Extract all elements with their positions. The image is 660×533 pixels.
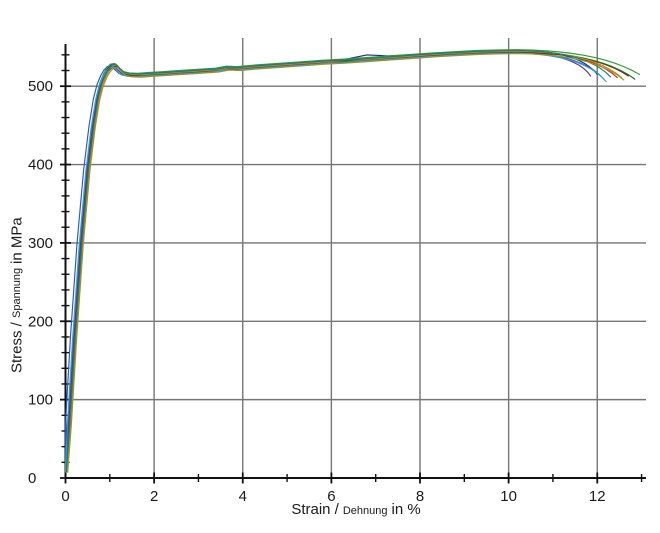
svg-text:4: 4	[239, 488, 247, 505]
svg-text:10: 10	[500, 488, 517, 505]
curve-specimen-02	[64, 51, 605, 472]
curve-specimen-09	[64, 52, 607, 473]
curve-specimen-10	[65, 49, 612, 470]
curve-specimen-05	[64, 49, 640, 470]
x-tick-labels: 0 2 4 6 8 10 12	[61, 488, 605, 505]
x-axis-label: Strain / Dehnung in %	[52, 501, 660, 518]
svg-text:200: 200	[28, 313, 53, 330]
grid	[65, 38, 646, 478]
svg-text:0: 0	[61, 488, 69, 505]
x-axis-label-main2: in %	[391, 501, 421, 518]
curve-specimen-03	[65, 50, 618, 471]
curves	[64, 49, 640, 474]
y-tick-labels: 0 100 200 300 400 500	[28, 78, 53, 487]
svg-text:500: 500	[28, 78, 53, 95]
y-axis-label-main1: Stress /	[8, 322, 26, 373]
curve-specimen-11	[67, 53, 625, 474]
curve-specimen-06	[65, 51, 636, 472]
svg-text:8: 8	[416, 488, 424, 505]
y-axis-label-main2: in MPa	[8, 217, 26, 264]
svg-text:6: 6	[327, 488, 335, 505]
svg-text:400: 400	[28, 157, 53, 174]
svg-text:100: 100	[28, 392, 53, 409]
svg-text:2: 2	[150, 488, 158, 505]
x-axis-label-main1: Strain /	[291, 501, 339, 518]
x-axis-label-small: Dehnung	[342, 505, 388, 517]
svg-text:300: 300	[28, 235, 53, 252]
svg-text:12: 12	[589, 488, 606, 505]
curve-specimen-04	[66, 51, 629, 472]
y-axis-label: Stress / Spannung in MPa	[6, 60, 28, 530]
axes	[60, 44, 646, 484]
y-axis-label-small: Spannung	[11, 267, 23, 318]
svg-text:0: 0	[28, 470, 36, 487]
curve-specimen-08	[64, 52, 592, 473]
curve-specimen-07	[66, 50, 623, 471]
